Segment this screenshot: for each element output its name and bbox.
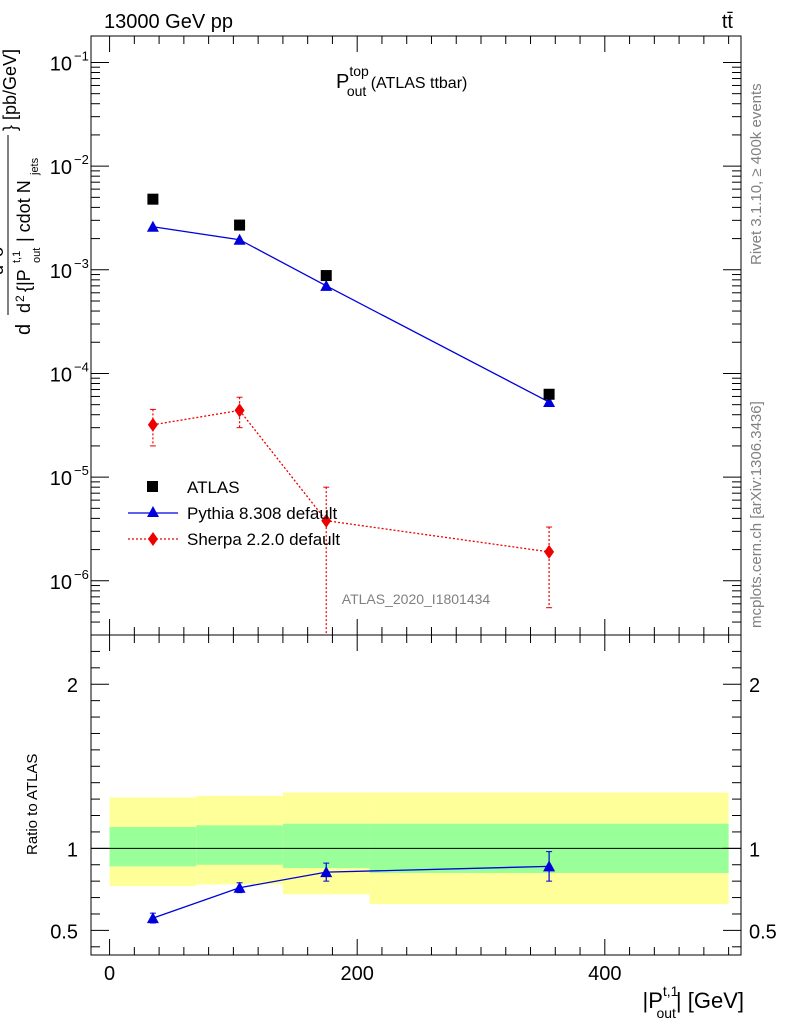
ratio-ytick-label-left: 0.5 [50, 921, 78, 943]
legend-label-atlas: ATLAS [187, 478, 240, 497]
svg-text:d: d [14, 303, 34, 313]
main-ytick-exponent: −4 [74, 359, 89, 374]
svg-text:| cdot N: | cdot N [14, 180, 34, 242]
ratio-xtick-label: 0 [104, 963, 115, 985]
svg-text:d: d [0, 265, 7, 275]
svg-text:} [pb/GeV]: } [pb/GeV] [0, 49, 20, 131]
main-ytick-label: 10 [50, 572, 72, 594]
main-ytick-exponent: −1 [74, 48, 89, 63]
rivet-label: Rivet 3.1.10, ≥ 400k events [748, 83, 765, 265]
legend-marker-atlas [147, 481, 158, 492]
svg-text:t,1: t,1 [11, 251, 23, 263]
atlas-point [320, 270, 332, 282]
ratio-xtick-label: 200 [341, 963, 374, 985]
svg-text:d: d [13, 324, 35, 335]
ratio-plot-frame [90, 634, 742, 956]
ratio-ytick-label-left: 2 [67, 675, 78, 697]
main-ytick-label: 10 [50, 53, 72, 75]
ratio-axis-ticks: 0.5 0.5 1 1 2 2 0 200 400 [50, 635, 777, 985]
ratio-band-green [196, 825, 283, 865]
main-ytick-label: 10 [50, 157, 72, 179]
sherpa-point [321, 513, 332, 528]
x-axis-label: |Pt,1 out| [GeV] [642, 983, 744, 1021]
main-axis-ticks: 10−110−210−310−410−510−6 [50, 36, 741, 636]
ratio-ytick-label-right: 0.5 [749, 921, 777, 943]
analysis-watermark: ATLAS_2020_I1801434 [342, 591, 491, 607]
ratio-ytick-label-left: 1 [67, 839, 78, 861]
pythia-point [320, 279, 333, 291]
atlas-point [234, 219, 246, 231]
legend: ATLAS Pythia 8.308 default Sherpa 2.2.0 … [128, 478, 340, 549]
sherpa-point [234, 403, 245, 418]
svg-text:out: out [31, 248, 43, 263]
ratio-pythia-point [146, 912, 159, 924]
ratio-pythia-point [320, 866, 333, 878]
pythia-point [146, 220, 159, 232]
svg-text:σ: σ [0, 246, 7, 257]
ratio-pythia-point [543, 860, 556, 872]
sherpa-point [544, 544, 555, 559]
ratio-ytick-label-right: 2 [749, 675, 760, 697]
header-right: tt̄ [722, 11, 734, 33]
main-ytick-label: 10 [50, 261, 72, 283]
mcplots-label: mcplots.cern.ch [arXiv:1306.3436] [748, 401, 765, 628]
main-ylabel: d d 2 {|P t,1 out | cdot N jets d 2 σ fi… [0, 49, 43, 335]
atlas-point [543, 388, 555, 400]
legend-marker-sherpa [148, 532, 158, 546]
main-ytick-label: 10 [50, 364, 72, 386]
legend-label-sherpa: Sherpa 2.2.0 default [187, 530, 340, 549]
pythia-line [152, 226, 550, 403]
pythia-point [233, 233, 246, 245]
main-ytick-label: 10 [50, 468, 72, 490]
sherpa-line [152, 409, 550, 553]
ratio-band-green [109, 827, 197, 867]
atlas-point [147, 193, 159, 205]
ratio-ylabel: Ratio to ATLAS [24, 754, 41, 855]
svg-text:{|P: {|P [14, 269, 34, 292]
legend-marker-pythia [147, 506, 159, 517]
legend-label-pythia: Pythia 8.308 default [187, 504, 338, 523]
ratio-data-marks [146, 851, 556, 924]
svg-text:jets: jets [29, 157, 41, 176]
ratio-xtick-label: 400 [588, 963, 621, 985]
ratio-uncertainty-bands [91, 792, 741, 905]
main-ytick-exponent: −3 [74, 256, 89, 271]
header-left: 13000 GeV pp [104, 11, 233, 33]
ratio-band-green [282, 823, 370, 869]
ratio-ytick-label-right: 1 [749, 839, 760, 861]
sherpa-point [147, 417, 158, 432]
main-data-marks [146, 193, 556, 635]
main-ytick-exponent: −2 [74, 152, 89, 167]
svg-text:2: 2 [13, 295, 27, 302]
pythia-point [543, 396, 556, 408]
main-ytick-exponent: −6 [74, 567, 89, 582]
ratio-pythia-point [233, 881, 246, 893]
main-ytick-exponent: −5 [74, 463, 89, 478]
plot-title: Ptop out (ATLAS ttbar) [336, 63, 467, 99]
ratio-pythia-line [152, 865, 550, 919]
